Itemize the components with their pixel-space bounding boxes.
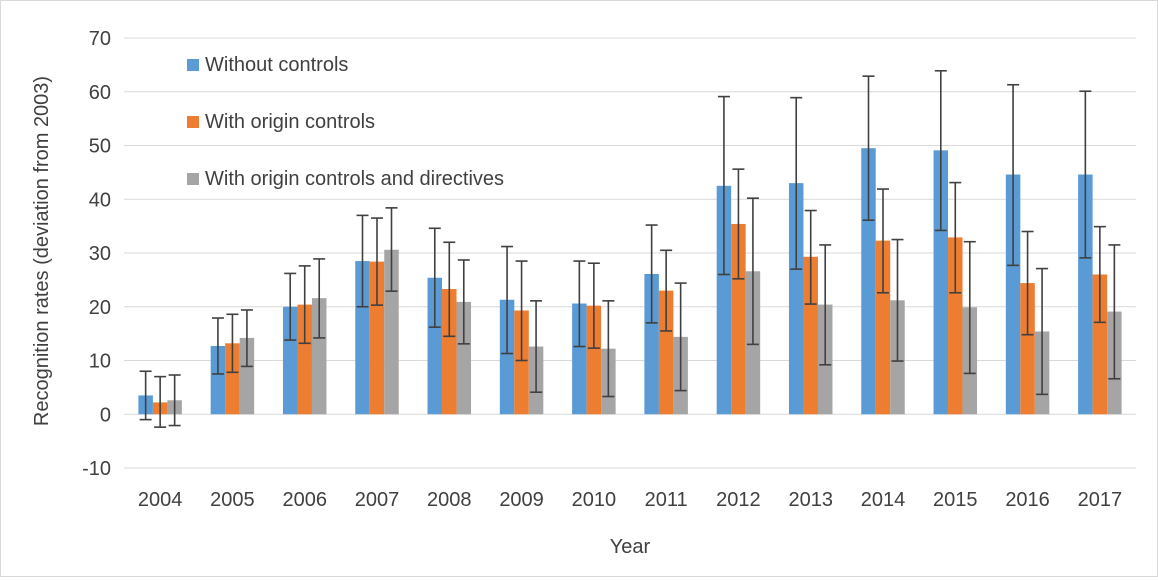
x-axis-label: Year [610,536,651,558]
legend-label: With origin controls and directives [205,168,504,190]
bar [861,148,876,415]
x-tick-label: 2015 [933,489,978,511]
bar [239,337,255,415]
legend-label: With origin controls [205,111,375,133]
y-tick-label: 70 [89,28,111,50]
bar [572,303,587,415]
bar [456,301,472,415]
bar [369,261,385,415]
x-tick-label: 2017 [1078,489,1123,511]
error-bars-layer [139,69,1121,428]
grid-layer [124,37,1136,469]
bar [933,150,949,415]
bar [1005,174,1021,415]
y-tick-label: 30 [89,243,111,265]
x-tick-label: 2016 [1005,489,1050,511]
y-tick-label: 0 [100,404,111,426]
x-tick-label: 2009 [499,489,544,511]
bar [297,304,312,415]
bar [427,277,443,415]
bar [644,273,659,415]
bar [311,298,327,415]
y-axis-label: Recognition rates (deviation from 2003) [31,76,53,426]
bar [1078,174,1093,415]
bar [282,306,298,415]
bar [1020,283,1035,415]
y-tick-label: -10 [82,458,111,480]
bar [658,290,674,415]
bar [355,261,370,415]
x-tick-label: 2004 [138,489,183,511]
legend-swatch [187,59,199,71]
axis-layer: -10 0 10 20 30 40 50 60 70 2004 2005 2006 2007 2008 20… [82,28,1122,511]
bar [1092,274,1108,415]
x-tick-label: 2006 [282,489,327,511]
bar [875,240,891,415]
y-tick-label: 40 [89,189,111,211]
y-tick-label: 60 [89,82,111,104]
legend-label: Without controls [205,54,348,76]
x-tick-label: 2005 [210,489,255,511]
bar [731,223,746,415]
bar [788,183,804,415]
bar [225,343,240,415]
legend-swatch [187,116,199,128]
x-tick-label: 2007 [355,489,400,511]
bar [586,305,602,415]
bar [210,345,226,415]
bar [948,237,963,415]
x-tick-label: 2012 [716,489,761,511]
y-tick-label: 10 [89,351,111,373]
legend-swatch [187,173,199,185]
x-tick-label: 2014 [861,489,906,511]
bar [716,185,732,415]
legend: Without controls With origin controls With… [187,54,504,190]
bar [499,299,515,415]
bar [514,310,529,415]
bar [803,256,818,415]
x-tick-label: 2008 [427,489,472,511]
y-tick-label: 50 [89,136,111,158]
bar [442,289,457,415]
x-tick-label: 2011 [645,489,688,511]
x-tick-label: 2010 [572,489,617,511]
y-tick-label: 20 [89,297,111,319]
x-tick-label: 2013 [788,489,833,511]
